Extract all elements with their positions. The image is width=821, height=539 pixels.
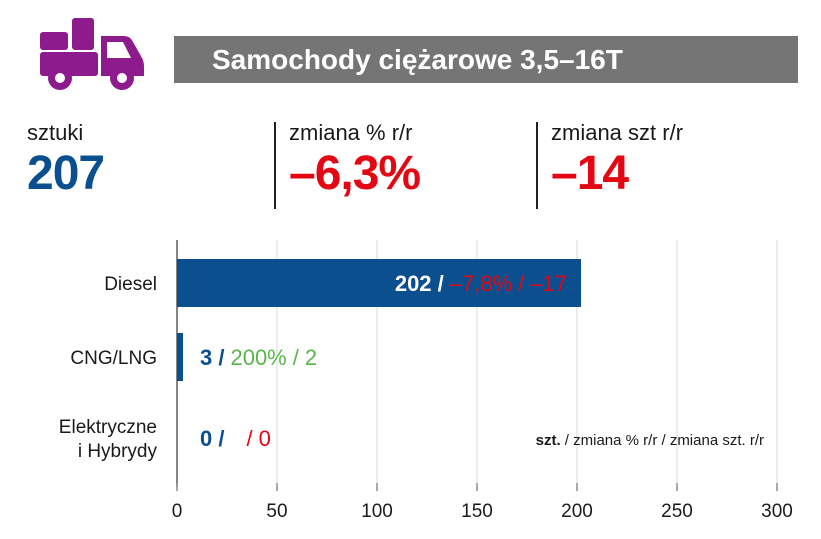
x-tick-label: 50 [266,501,287,522]
data-label-separator: / [518,271,525,296]
data-label-pct-change: –7,8% [450,271,512,296]
chart-title: Samochody ciężarowe 3,5–16T [174,36,798,83]
kpi-pct-change-value: –6,3% [289,147,421,200]
kpi-units-change: zmiana szt r/r –14 [551,120,683,202]
x-tick-label: 150 [461,501,493,522]
data-label-count: 3 / [200,345,224,370]
kpi-units-label: sztuki [27,120,84,145]
category-label: Elektryczne [59,417,157,438]
bar [177,259,581,307]
data-label-units-change: 2 [305,345,317,370]
data-label-count: 0 / [200,426,224,451]
data-label-separator: / [293,345,300,370]
x-tick-label: 0 [172,501,183,522]
data-label-pct-change: 200% [230,345,286,370]
kpi-units-change-label: zmiana szt r/r [551,120,684,145]
kpi-divider-2 [536,122,538,209]
data-label: 202 /–7,8% / –17 [395,271,567,296]
x-tick-label: 300 [761,501,793,522]
x-tick-label: 200 [561,501,593,522]
x-tick-label: 250 [661,501,693,522]
kpi-pct-change: zmiana % r/r –6,3% [289,120,421,202]
bar-chart: 0 50 100 150 200 250 300 Diesel CNG/LNG Elektrycz… [59,240,793,522]
x-tick-label: 100 [361,501,393,522]
bar [177,333,183,381]
kpi-divider-1 [274,122,276,209]
data-label-units-change: –17 [530,271,567,296]
legend-note: szt. / zmiana % r/r / zmiana szt. r/r [536,432,764,449]
data-label: 3 /200% /2 [200,345,317,370]
legend-note-bold: szt. [536,432,561,449]
legend-note-text: / zmiana % r/r / zmiana szt. r/r [561,432,764,449]
category-label: Diesel [104,274,157,295]
kpi-units-value: 207 [27,147,105,200]
category-label: i Hybrydy [78,441,158,462]
kpi-units: sztuki 207 [27,120,105,202]
data-label-count: 202 / [395,271,444,296]
category-label: CNG/LNG [70,348,157,369]
kpi-units-change-value: –14 [551,147,629,200]
data-label-units-change: 0 [259,426,271,451]
data-label: 0 / /0 [200,426,271,451]
data-label-separator: / [246,426,253,451]
delivery-truck-icon [40,18,144,90]
kpi-pct-change-label: zmiana % r/r [289,120,413,145]
